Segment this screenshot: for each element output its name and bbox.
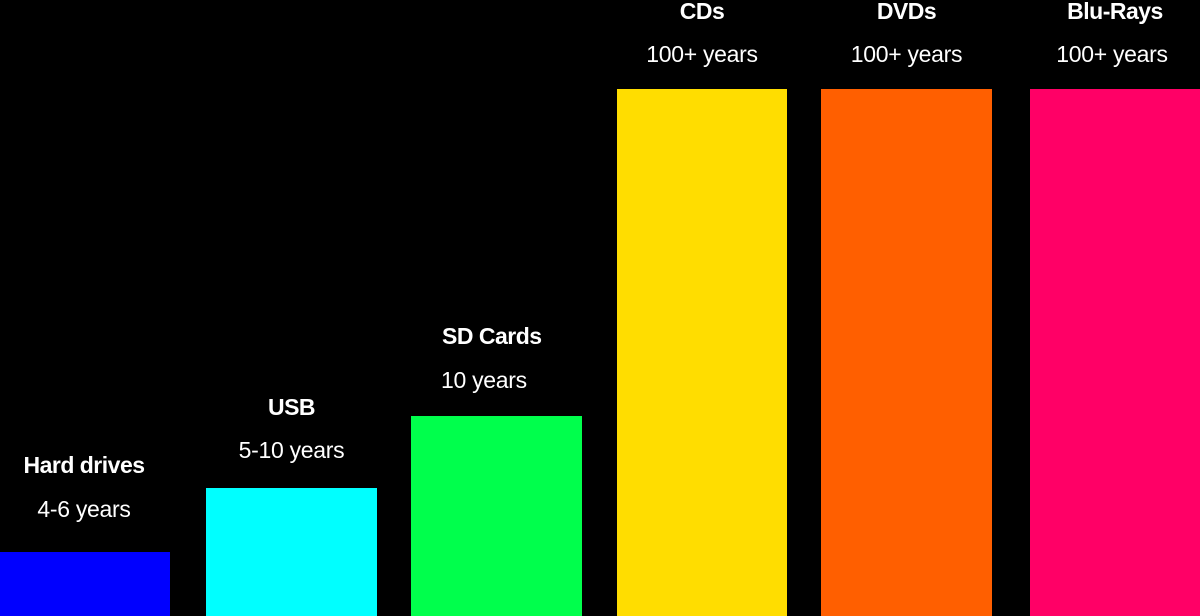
bar-usb <box>206 488 377 616</box>
label-usb: USB <box>267 394 316 420</box>
bar-dvds <box>821 89 992 616</box>
value-cds: 100+ years <box>646 41 758 67</box>
label-cds: CDs <box>679 0 725 24</box>
value-hard-drives: 4-6 years <box>37 496 131 522</box>
value-usb: 5-10 years <box>238 437 345 463</box>
value-sd-cards: 10 years <box>441 367 527 393</box>
bar-sd-cards <box>411 416 582 616</box>
label-hard-drives: Hard drives <box>23 452 145 478</box>
value-dvds: 100+ years <box>850 41 963 67</box>
bar-cds <box>617 89 787 616</box>
bar-blu-rays <box>1030 89 1200 616</box>
label-sd-cards: SD Cards <box>442 323 542 349</box>
value-blu-rays: 100+ years <box>1056 41 1168 67</box>
label-dvds: DVDs <box>876 0 937 24</box>
label-blu-rays: Blu-Rays <box>1067 0 1163 24</box>
bar-hard-drives <box>0 552 170 616</box>
